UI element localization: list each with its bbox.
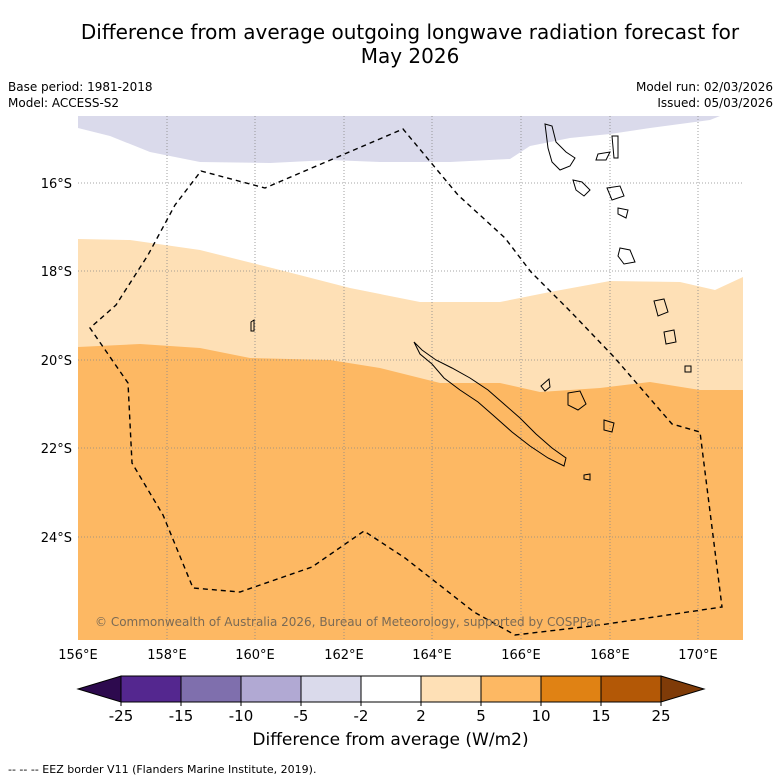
colorbar-label: Difference from average (W/m2) [252,730,529,750]
model-run-date: Model run: 02/03/2026 [635,80,773,94]
eez-border [89,128,723,636]
colorbar-swatch [480,675,542,703]
epi-island [606,185,625,201]
lon-label: 166°E [501,648,541,663]
colorbar-tick-label: 15 [591,707,610,725]
mare-island [603,419,615,433]
lat-label: 18°S [41,265,72,280]
colorbar: -25 -15 -10 -5 -2 2 5 10 15 25 [76,675,706,725]
colorbar-swatch [120,675,182,703]
pentecost-island [611,135,619,159]
colorbar-swatch [360,675,422,703]
lat-label: 16°S [41,177,72,192]
colorbar-tick-label: -25 [109,707,134,725]
lon-label: 168°E [590,648,630,663]
title-line-2: May 2026 [360,44,460,68]
colorbar-swatch [240,675,302,703]
colorbar-tick-label: 2 [416,707,426,725]
small-islet-east [684,365,692,373]
lat-label: 22°S [41,442,72,457]
lon-label: 156°E [58,648,98,663]
run-info: Model run: 02/03/2026 Issued: 05/03/2026 [636,79,773,111]
anomaly-band-neg5-neg2 [78,116,720,163]
map-plot-area: © Commonwealth of Australia 2026, Bureau… [78,116,743,640]
tanna-island [617,247,636,265]
malakula-island [572,179,591,197]
colorbar-swatch [600,675,662,703]
colorbar-swatch [180,675,242,703]
new-caledonia-island [413,341,567,467]
colorbar-tick-label: 5 [476,707,486,725]
colorbar-swatch [540,675,602,703]
colorbar-tick-label: 25 [651,707,670,725]
colorbar-swatch [300,675,362,703]
ouvea-island [540,378,551,392]
lat-label: 20°S [41,354,72,369]
matthew-island [663,329,677,345]
efate-island [617,207,629,219]
colorbar-extend-high [660,675,706,703]
longitude-labels: 156°E 158°E 160°E 162°E 164°E 166°E 168°… [58,648,718,663]
lon-label: 162°E [324,648,364,663]
model-name: Model: ACCESS-S2 [8,96,120,110]
colorbar-swatch [420,675,482,703]
hunter-island [653,298,669,317]
colorbar-tick-label: -5 [294,707,309,725]
eez-footnote: -- -- -- EEZ border V11 (Flanders Marine… [8,763,317,776]
lon-label: 164°E [412,648,452,663]
small-islet-west [250,319,255,332]
colorbar-tick-label: -2 [354,707,369,725]
colorbar-tick-label: -15 [169,707,194,725]
copyright-notice: © Commonwealth of Australia 2026, Bureau… [95,615,600,629]
lon-label: 170°E [678,648,718,663]
lat-label: 24°S [41,531,72,546]
map-title: Difference from average outgoing longwav… [40,20,780,68]
colorbar-extend-low [76,675,122,703]
lon-label: 160°E [235,648,275,663]
lifou-island [567,390,587,411]
colorbar-tick-label: -10 [229,707,254,725]
lon-label: 158°E [147,648,187,663]
base-info: Base period: 1981-2018 Model: ACCESS-S2 [8,79,153,111]
issued-date: Issued: 05/03/2026 [657,96,773,110]
colorbar-tick-label: 10 [531,707,550,725]
isle-of-pines [583,473,591,481]
title-line-1: Difference from average outgoing longwav… [80,20,740,44]
base-period: Base period: 1981-2018 [8,80,153,94]
graticule [78,116,743,640]
maewo-island [595,151,611,161]
latitude-labels: 16°S 18°S 20°S 22°S 24°S [41,177,72,546]
espiritu-santo-island [544,123,576,171]
coastlines [250,123,692,481]
